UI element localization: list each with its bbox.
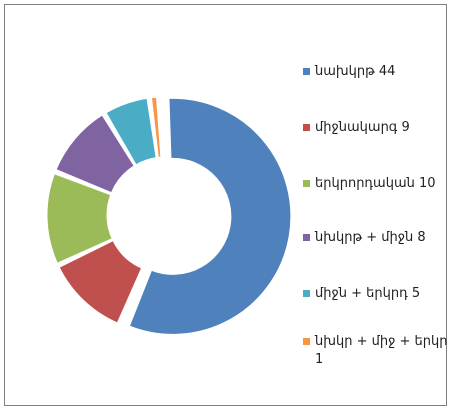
legend-label: նախկրթ 44 (315, 64, 396, 79)
legend-swatch (303, 68, 310, 75)
donut-slice-6 (150, 96, 162, 158)
legend-item-5: միջն + երկրդ 5 (303, 285, 453, 303)
donut-slice-2 (58, 240, 143, 324)
legend-label: միջնակարգ 9 (315, 120, 410, 135)
donut-slice-4 (55, 114, 135, 194)
donut-chart (46, 96, 292, 335)
legend-label: միջն + երկրդ 5 (315, 286, 421, 301)
legend-swatch (303, 180, 310, 187)
legend-swatch (303, 124, 310, 131)
legend-swatch (303, 338, 310, 345)
legend-label: նխկր + միջ + երկր 1 (315, 334, 448, 367)
legend-item-6: նխկր + միջ + երկր 1 (303, 333, 453, 369)
chart-frame: նախկրթ 44 միջնակարգ 9 երկրորդական 10 նխկրթ … (4, 4, 448, 406)
legend-label: երկրորդական 10 (315, 176, 436, 191)
legend-item-1: նախկրթ 44 (303, 63, 453, 81)
legend-swatch (303, 290, 310, 297)
donut-slice-1 (128, 97, 292, 335)
legend-item-3: երկրորդական 10 (303, 175, 453, 193)
donut-slice-5 (105, 97, 157, 166)
legend-item-4: նխկրթ + միջն 8 (303, 229, 453, 247)
legend-item-2: միջնակարգ 9 (303, 119, 453, 137)
legend-swatch (303, 234, 310, 241)
legend-label: նխկրթ + միջն 8 (315, 230, 426, 245)
donut-slice-3 (46, 173, 113, 264)
